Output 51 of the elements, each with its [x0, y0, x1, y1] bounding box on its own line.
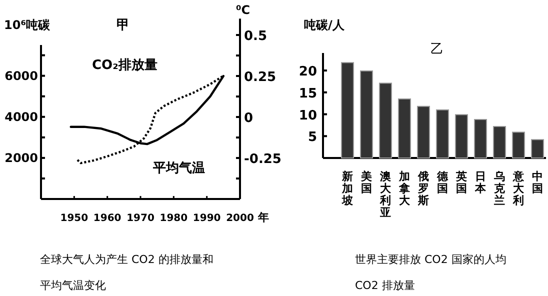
x-tick-label: 1980 [160, 213, 188, 224]
x-tick-label: 美国 [360, 170, 372, 195]
chart-title: 乙 [430, 42, 444, 57]
x-tick-label: 加拿大 [398, 170, 411, 207]
y-tick-label: 2000 [4, 150, 38, 165]
bar [341, 62, 354, 158]
x-tick-label: 意大利 [512, 170, 525, 207]
bar [436, 109, 449, 158]
bar [398, 98, 411, 158]
y-tick-label: 15 [298, 86, 317, 102]
y2-tick-label: 0.25 [244, 70, 276, 85]
y2-axis-title: ⁰C [236, 3, 250, 17]
text: CO2 排放量 [355, 279, 415, 292]
bar [512, 132, 525, 158]
x-tick-label: 中国 [532, 170, 543, 195]
y2-tick-label: 0 [244, 111, 254, 126]
bar [531, 139, 544, 158]
text: 世界主要排放 CO2 国家的人均 [355, 253, 506, 266]
x-tick-label: 德国 [436, 170, 449, 195]
x-axis-title: 年 [257, 211, 269, 224]
chart-title: 甲 [116, 18, 130, 33]
x-tick-label: 乌克兰 [493, 170, 506, 207]
x-tick-label: 1950 [60, 213, 88, 224]
x-tick-label: 日本 [474, 170, 487, 195]
x-tick-label: 英国 [455, 170, 467, 195]
x-tick-label: 澳大利亚 [379, 170, 392, 219]
y-tick-label: 10 [298, 108, 317, 124]
x-tick-label: 2000 [226, 213, 254, 224]
text: 全球大气人为产生 CO2 的排放量和 [40, 253, 214, 266]
x-tick-label: 俄罗斯 [417, 170, 429, 207]
x-tick-label: 1960 [93, 213, 122, 224]
y2-tick-label: -0.25 [244, 152, 282, 167]
y-tick-label: 5 [308, 130, 317, 146]
bar [360, 70, 373, 158]
bar [455, 114, 468, 158]
y-tick-label: 20 [298, 64, 317, 80]
text: 平均气温变化 [40, 279, 106, 292]
y-tick-label: 6000 [4, 68, 38, 83]
y-tick-label: 4000 [4, 110, 38, 124]
x-tick-label: 1990 [192, 213, 221, 224]
bar [493, 126, 506, 158]
x-tick-label: 1970 [126, 213, 154, 224]
x-tick-label: 新加坡 [341, 170, 354, 207]
bar [379, 82, 392, 158]
y-axis-title: 10⁶吨碳 [4, 18, 51, 32]
y2-tick-label: 0.5 [244, 29, 268, 44]
y-axis-title: 吨碳/人 [304, 18, 346, 32]
series-label: 平均气温 [152, 161, 205, 176]
bar [474, 119, 487, 158]
text: CO₂排放量 [92, 58, 158, 73]
bar [417, 106, 430, 158]
